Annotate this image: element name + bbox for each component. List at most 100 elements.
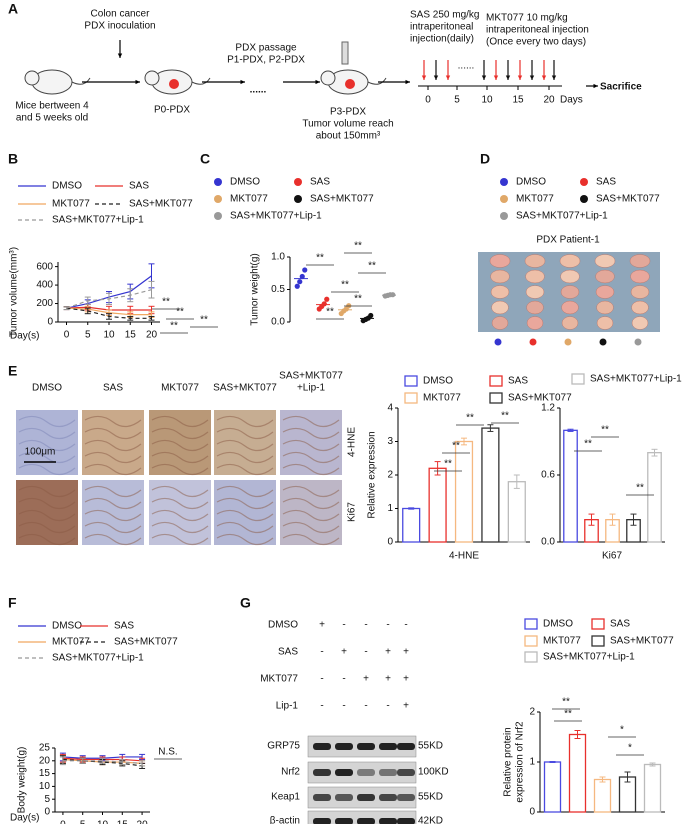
legend-label: SAS+MKT077+Lip-1 xyxy=(590,374,682,385)
tissue-fold xyxy=(18,509,76,522)
y-tick-label: 0 xyxy=(44,807,50,818)
treatment-mark: - xyxy=(386,620,389,631)
tumor xyxy=(525,269,545,284)
y-tick-label: 4 xyxy=(387,403,393,414)
bar xyxy=(543,761,562,813)
arrow-head xyxy=(445,75,451,80)
blot-band xyxy=(357,743,375,750)
legend-label: DMSO xyxy=(516,177,546,188)
panel-letter: D xyxy=(480,151,490,167)
y-tick-label: 20 xyxy=(39,755,51,766)
legend-swatch xyxy=(500,195,508,203)
ihc-image xyxy=(82,410,144,475)
blot-band xyxy=(313,794,331,801)
x-tick-label: 0 xyxy=(64,330,70,341)
arrow-head xyxy=(529,75,535,80)
label: P3-PDX xyxy=(330,107,366,118)
legend-swatch xyxy=(214,178,222,186)
significance-label: * xyxy=(620,725,624,736)
tissue-fold xyxy=(84,427,142,440)
y-tick-label: 0 xyxy=(47,317,53,328)
tissue-fold xyxy=(216,497,274,510)
y-tick-label: 1 xyxy=(529,757,535,768)
bar xyxy=(643,763,662,813)
legend-label: SAS xyxy=(310,177,330,188)
x-axis-label: 4-HNE xyxy=(449,551,479,562)
bar xyxy=(428,467,447,543)
y-tick-label: 3 xyxy=(387,436,393,447)
y-axis-label: Body weight(g) xyxy=(17,747,28,814)
ihc-image xyxy=(16,480,78,545)
arrow-head xyxy=(551,75,557,80)
significance-label: ** xyxy=(584,439,592,450)
mouse-tail xyxy=(367,77,387,85)
blot-band xyxy=(313,743,331,750)
significance-label: ** xyxy=(636,483,644,494)
legend-swatch xyxy=(214,212,222,220)
legend-swatch xyxy=(500,178,508,186)
label: SAS 250 mg/kg xyxy=(410,10,479,21)
significance-label: ** xyxy=(200,315,208,326)
arrow-head xyxy=(421,75,427,80)
blot-band xyxy=(397,769,415,776)
group-dot xyxy=(529,338,537,346)
blot-band xyxy=(379,743,397,750)
blot-band xyxy=(357,818,375,824)
mouse-head xyxy=(24,70,40,86)
dots: ...... xyxy=(458,61,475,72)
significance-label: * xyxy=(628,743,632,754)
treatment-label: DMSO xyxy=(268,620,298,631)
y-tick-label: 1.0 xyxy=(271,252,285,263)
timeline-label: 5 xyxy=(454,95,460,106)
tissue-fold xyxy=(18,497,76,510)
legend-swatch xyxy=(524,651,538,663)
column-label: SAS+MKT077 xyxy=(279,371,343,382)
tissue-fold xyxy=(18,427,76,440)
blot-band xyxy=(379,794,397,801)
tissue-fold xyxy=(84,463,142,476)
tumor xyxy=(631,300,649,315)
blot-band xyxy=(335,794,353,801)
tissue-fold xyxy=(282,451,340,464)
column-label: MKT077 xyxy=(161,383,199,394)
bar xyxy=(402,507,421,543)
legend-swatch xyxy=(580,195,588,203)
data-point xyxy=(390,292,396,298)
legend-label: SAS+MKT077+Lip-1 xyxy=(52,653,144,664)
tissue-fold xyxy=(84,497,142,510)
label: P1-PDX, P2-PDX xyxy=(227,55,305,66)
treatment-mark: - xyxy=(342,620,345,631)
arrow-head xyxy=(117,53,123,58)
tumor xyxy=(631,316,649,330)
x-tick-label: 15 xyxy=(125,330,137,341)
blot-band xyxy=(335,769,353,776)
label: P0-PDX xyxy=(154,105,190,116)
tissue-fold xyxy=(18,521,76,534)
label: Tumor volume reach xyxy=(302,119,393,130)
tumor xyxy=(489,254,511,268)
legend-swatch xyxy=(294,195,302,203)
y-tick-label: 1 xyxy=(387,503,393,514)
legend-label: SAS+MKT077 xyxy=(114,637,178,648)
arrow-head xyxy=(505,75,511,80)
tumor xyxy=(629,254,651,268)
size-label: 42KD xyxy=(418,816,443,824)
column-label: SAS xyxy=(103,383,123,394)
treatment-mark: + xyxy=(403,674,409,685)
legend-label: SAS+MKT077+Lip-1 xyxy=(230,211,322,222)
legend-label: MKT077 xyxy=(516,194,554,205)
blot-band xyxy=(357,769,375,776)
panel-letter: C xyxy=(200,151,210,167)
tumor xyxy=(596,300,614,315)
tissue-fold xyxy=(216,521,274,534)
tumor xyxy=(596,316,614,330)
treatment-mark: - xyxy=(320,647,323,658)
panel-letter: F xyxy=(8,595,17,611)
significance-label: ** xyxy=(466,413,474,424)
legend-label: MKT077 xyxy=(423,393,461,404)
legend-label: MKT077 xyxy=(543,636,581,647)
x-tick-label: 10 xyxy=(103,330,115,341)
tissue-fold xyxy=(18,439,76,452)
tumor xyxy=(561,300,579,315)
group-dot xyxy=(564,338,572,346)
